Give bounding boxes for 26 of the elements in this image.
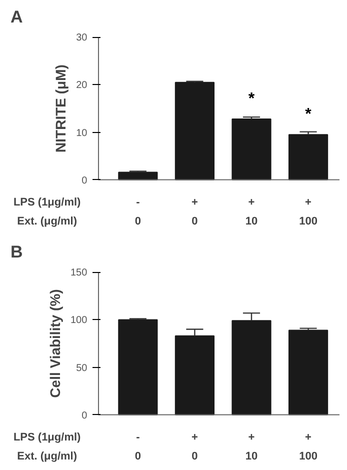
y-tick-label: 150 bbox=[70, 268, 88, 279]
y-tick-label: 0 bbox=[82, 410, 88, 422]
y-tick-label: 30 bbox=[76, 32, 88, 44]
annotation: * bbox=[248, 90, 256, 108]
y-tick-label: 0 bbox=[82, 175, 88, 186]
chart-title: B bbox=[10, 242, 23, 262]
x-tick-label: - 0 bbox=[134, 432, 141, 463]
y-tick-label: 50 bbox=[76, 362, 88, 374]
y-tick-label: 10 bbox=[76, 128, 88, 139]
text: Ext. (μg/ml) bbox=[17, 450, 78, 463]
x-tick-label: + 0 bbox=[192, 196, 198, 228]
x-tick-label: + 100 bbox=[299, 196, 318, 228]
x-tick-label: + 100 bbox=[299, 432, 318, 463]
x-tick-label: + 0 bbox=[192, 432, 198, 463]
y-tick-label: 20 bbox=[76, 80, 88, 92]
annotation: * bbox=[305, 106, 312, 124]
text: Ext. (μg/ml) bbox=[17, 216, 78, 228]
y-axis-title: Cell Viability (%) bbox=[46, 289, 63, 398]
x-tick-label: - 0 bbox=[134, 196, 141, 228]
y-tick-label: 100 bbox=[70, 315, 88, 326]
x-tick-label: + 10 bbox=[245, 196, 258, 228]
x-tick-label: + 10 bbox=[245, 432, 258, 463]
y-axis-title: NITRITE (μM) bbox=[52, 64, 68, 152]
text: LPS (1μg/ml) bbox=[13, 432, 82, 444]
chart-title: A bbox=[10, 8, 23, 26]
text: LPS (1μg/ml) bbox=[13, 196, 82, 208]
